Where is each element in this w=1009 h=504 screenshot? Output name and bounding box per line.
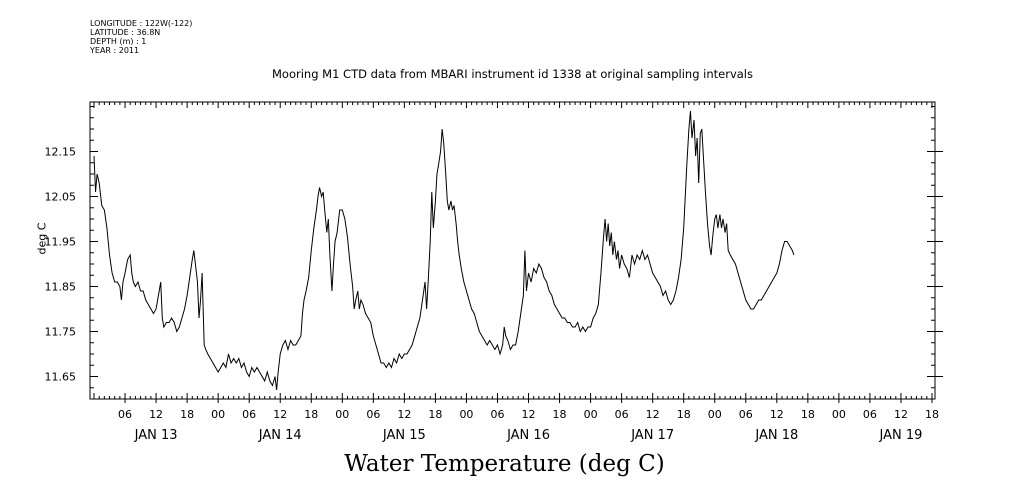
x-hour-label: 18	[553, 408, 567, 421]
x-hour-label: 00	[335, 408, 349, 421]
y-tick-label: 11.75	[45, 326, 77, 339]
x-hour-label: 00	[459, 408, 473, 421]
x-hour-label: 06	[242, 408, 256, 421]
x-hour-label: 18	[304, 408, 318, 421]
x-hour-label: 18	[925, 408, 939, 421]
longitude-label: LONGITUDE : 122W(-122)	[90, 19, 193, 28]
x-hour-label: 06	[490, 408, 504, 421]
metadata-block: LONGITUDE : 122W(-122) LATITUDE : 36.8N …	[90, 19, 192, 55]
x-axis-title: Water Temperature (deg C)	[344, 451, 665, 477]
x-hour-label: 00	[708, 408, 722, 421]
x-hour-label: 12	[397, 408, 411, 421]
x-hour-label: 12	[149, 408, 163, 421]
x-day-label: JAN 17	[630, 428, 674, 443]
axis-ticks	[90, 102, 943, 403]
x-hour-label: 12	[770, 408, 784, 421]
x-hour-label: 18	[801, 408, 815, 421]
x-day-label: JAN 16	[506, 428, 550, 443]
x-hour-label: 00	[584, 408, 598, 421]
x-day-label: JAN 13	[134, 428, 178, 443]
x-day-label: JAN 19	[879, 428, 923, 443]
x-hour-label: 12	[522, 408, 536, 421]
y-tick-label: 11.65	[45, 371, 77, 384]
x-hour-label: 12	[273, 408, 287, 421]
data-series	[93, 110, 795, 391]
y-tick-label: 11.95	[45, 236, 77, 249]
latitude-label: LATITUDE : 36.8N	[90, 28, 161, 37]
x-hour-label: 12	[646, 408, 660, 421]
x-hour-label: 06	[615, 408, 629, 421]
x-hour-label: 18	[428, 408, 442, 421]
x-day-label: JAN 15	[382, 428, 426, 443]
x-hour-label: 06	[863, 408, 877, 421]
x-hour-label: 18	[677, 408, 691, 421]
y-tick-label: 12.15	[45, 146, 77, 159]
temperature-series-line	[93, 110, 795, 391]
x-day-label: JAN 18	[754, 428, 798, 443]
x-hour-label: 06	[118, 408, 132, 421]
y-tick-label: 12.05	[45, 191, 77, 204]
chart-title: Mooring M1 CTD data from MBARI instrumen…	[272, 67, 753, 81]
tick-labels: 06 12 18 00 06 12 18 00 06 12 18 00 06 12 18 00 06 12 18 00…	[45, 146, 940, 444]
x-hour-label: 00	[832, 408, 846, 421]
x-hour-label: 06	[739, 408, 753, 421]
x-hour-label: 18	[180, 408, 194, 421]
y-tick-label: 11.85	[45, 281, 77, 294]
x-hour-label: 00	[211, 408, 225, 421]
year-label: YEAR : 2011	[90, 46, 140, 55]
depth-label: DEPTH (m) : 1	[90, 37, 147, 46]
x-day-label: JAN 14	[258, 428, 302, 443]
x-hour-label: 06	[366, 408, 380, 421]
x-hour-label: 12	[894, 408, 908, 421]
plot-frame	[89, 101, 936, 400]
